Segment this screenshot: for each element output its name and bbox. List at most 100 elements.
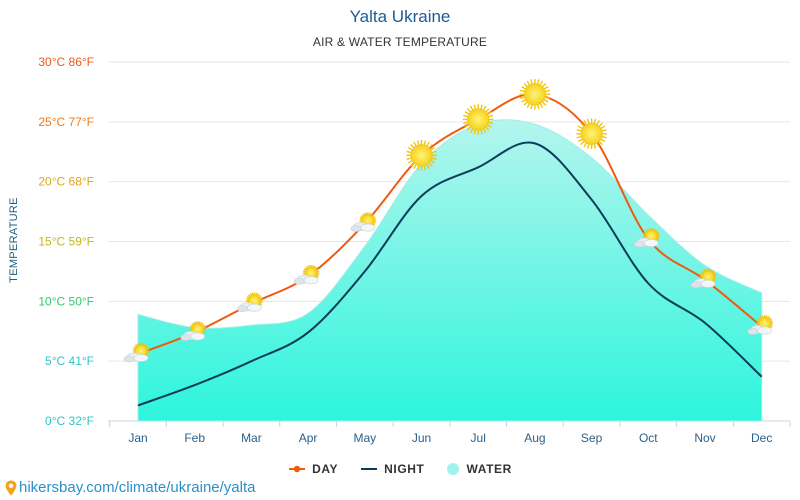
source-url: hikersbay.com/climate/ukraine/yalta (19, 479, 256, 496)
sun-ray (577, 138, 583, 143)
sun-ray (541, 82, 547, 88)
sun-ray (539, 102, 544, 108)
legend-water-label: WATER (466, 462, 512, 476)
sun-ray (480, 104, 483, 110)
sun-ray (482, 105, 487, 111)
legend-day[interactable]: DAY (288, 462, 338, 476)
cloud (293, 274, 319, 285)
sun-rays (462, 104, 494, 135)
sun-ray (482, 128, 487, 134)
cloud-puff (247, 303, 262, 312)
cloudy-sun-icon (633, 227, 660, 248)
chart-title: Yalta Ukraine (349, 7, 451, 26)
cloud (180, 330, 205, 341)
sun-ray (431, 150, 437, 154)
sun-ray (426, 141, 430, 147)
sun-ray (407, 159, 413, 164)
cloudy-sun-icon (350, 212, 377, 232)
sun-ray (428, 143, 433, 149)
legend-water[interactable]: WATER (446, 462, 511, 476)
sun-ray (473, 104, 477, 110)
cloud-puff (747, 328, 759, 335)
cloudy-sun-icon (123, 342, 150, 363)
sun-disc (410, 144, 433, 167)
cloud-puff (690, 281, 702, 289)
sun-ray (541, 101, 547, 106)
sun-ray (530, 79, 533, 85)
sun-ray (530, 104, 533, 110)
sun-ray (539, 80, 544, 86)
sun-ray (464, 111, 470, 115)
sun-ray (536, 79, 540, 85)
y-tick-label: 20°C 68°F (38, 175, 94, 189)
cloud-puff (700, 279, 716, 288)
y-tick-label: 0°C 32°F (45, 414, 94, 428)
cloud (350, 222, 376, 232)
legend-night-label: NIGHT (384, 462, 425, 476)
sun-ray (598, 140, 603, 146)
y-tick-label: 25°C 77°F (38, 115, 94, 129)
legend-day-label: DAY (312, 462, 339, 476)
x-tick-label: Jul (471, 431, 486, 445)
location-pin-icon (5, 480, 17, 495)
day-line-icon (289, 465, 306, 473)
sun-ray (464, 124, 470, 128)
sun-icon (519, 78, 551, 110)
sun-ray (583, 142, 588, 148)
sun-icon (576, 118, 607, 150)
night-line (137, 141, 763, 407)
sun-ray (521, 86, 527, 90)
cloud-puff (303, 276, 319, 285)
sun-ray (416, 140, 420, 146)
sun-ray (596, 120, 600, 126)
sun-disc (467, 108, 490, 131)
source-link[interactable]: hikersbay.com/climate/ukraine/yalta (5, 479, 255, 496)
sun-ray (601, 129, 607, 132)
weather-icons (123, 78, 773, 363)
sun-ray (416, 165, 420, 171)
cloud-puff (643, 239, 659, 248)
sun-icon (406, 140, 437, 171)
night-line-icon (361, 468, 378, 470)
sun-ray (598, 122, 603, 127)
cloud (747, 324, 773, 335)
sun-ray (486, 124, 492, 128)
sun-ray (463, 121, 469, 125)
sun-ray (466, 126, 472, 131)
sun-ray (600, 125, 606, 130)
x-tick-label: Dec (751, 431, 772, 445)
sun-ray (463, 114, 469, 118)
sun-disc (580, 122, 603, 145)
x-tick-labels: Jan Feb Mar Apr May Jun Jul Aug Sep Oct Nov Dec (128, 431, 772, 445)
night-series (137, 141, 763, 407)
x-tick-label: Feb (184, 431, 205, 445)
chart-subtitle: AIR & WATER TEMPERATURE (312, 35, 488, 49)
cloud-puff (180, 334, 191, 341)
sun-ray (473, 129, 477, 135)
sun-ray (430, 159, 436, 164)
sun-ray (413, 163, 417, 169)
sun-ray (488, 121, 494, 125)
sun-ray (406, 157, 412, 160)
cloud (690, 278, 716, 289)
sun-ray (521, 98, 527, 103)
sun-ray (430, 147, 436, 151)
sun-ray (580, 140, 585, 146)
sun-ray (423, 140, 427, 146)
sun-ray (526, 80, 531, 86)
sun-ray (466, 108, 472, 113)
x-tick-label: Jan (128, 431, 147, 445)
sun-ray (596, 142, 600, 148)
sun-disc (523, 83, 546, 106)
sun-ray (469, 128, 474, 134)
cloud-puff (350, 225, 362, 232)
x-tick-label: May (353, 431, 376, 445)
cloud-puff (757, 326, 773, 335)
water-circle-icon (447, 463, 460, 475)
sun-ray (519, 96, 526, 99)
cloud-puff (237, 305, 248, 313)
legend-night[interactable]: NIGHT (360, 462, 424, 476)
x-tick-label: Jun (412, 431, 431, 445)
cloudy-sun-icon (293, 264, 320, 285)
sun-ray (523, 101, 529, 106)
